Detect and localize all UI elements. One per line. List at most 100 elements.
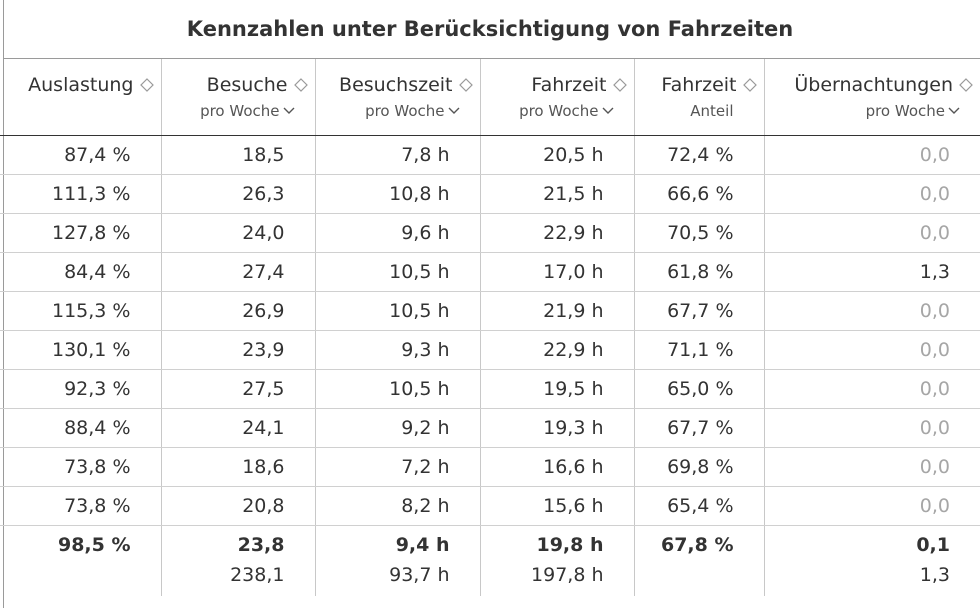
table-cell: 72,4 % — [634, 135, 765, 175]
kpi-table: Auslastung Besuche pro Woche Besuchszeit… — [0, 59, 980, 596]
table-cell: 0,0 — [764, 408, 980, 448]
table-cell: 67,7 % — [634, 408, 765, 448]
table-cell: 127,8 % — [0, 213, 162, 253]
table-row: 88,4 % 24,1 9,2 h 19,3 h 67,7 % 0,0 — [0, 408, 980, 448]
table-cell: 87,4 % — [0, 135, 162, 175]
dropdown-label: pro Woche — [519, 102, 599, 120]
chevron-down-icon — [448, 107, 460, 115]
table-cell: 18,5 — [161, 135, 316, 175]
table-cell: 65,4 % — [634, 486, 765, 526]
table-row: 92,3 % 27,5 10,5 h 19,5 h 65,0 % 0,0 — [0, 369, 980, 409]
table-cell: 20,5 h — [480, 135, 635, 175]
period-dropdown[interactable]: pro Woche — [316, 102, 480, 120]
period-dropdown[interactable]: pro Woche — [162, 102, 315, 120]
table-row: 84,4 % 27,4 10,5 h 17,0 h 61,8 % 1,3 — [0, 252, 980, 292]
table-cell: 22,9 h — [480, 213, 635, 253]
sort-diamond-icon[interactable] — [139, 77, 155, 93]
table-cell: 70,5 % — [634, 213, 765, 253]
table-cell: 9,3 h — [315, 330, 481, 370]
col-label: Übernachtungen — [794, 74, 953, 96]
table-cell: 73,8 % — [0, 486, 162, 526]
table-row: 73,8 % 18,6 7,2 h 16,6 h 69,8 % 0,0 — [0, 447, 980, 487]
table-cell: 10,5 h — [315, 369, 481, 409]
table-cell: 27,4 — [161, 252, 316, 292]
table-cell: 23,9 — [161, 330, 316, 370]
table-cell: 7,8 h — [315, 135, 481, 175]
table-cell: 67,7 % — [634, 291, 765, 331]
table-cell: 10,5 h — [315, 252, 481, 292]
average-value: 67,8 % — [660, 534, 734, 556]
table-cell: 71,1 % — [634, 330, 765, 370]
sort-diamond-icon[interactable] — [742, 77, 758, 93]
sort-diamond-icon[interactable] — [293, 77, 309, 93]
col-label: Auslastung — [28, 74, 134, 96]
table-cell: 17,0 h — [480, 252, 635, 292]
table-cell: 61,8 % — [634, 252, 765, 292]
header-row: Auslastung Besuche pro Woche Besuchszeit… — [0, 59, 980, 136]
sum-value: 1,3 — [919, 564, 950, 586]
col-header-fahrzeit[interactable]: Fahrzeit pro Woche — [480, 59, 635, 136]
table-cell: 19,5 h — [480, 369, 635, 409]
dropdown-label: pro Woche — [865, 102, 945, 120]
table-cell: 1,3 — [764, 252, 980, 292]
table-cell: 15,6 h — [480, 486, 635, 526]
col-header-uebernachtungen[interactable]: Übernachtungen pro Woche — [764, 59, 980, 136]
table-title: Kennzahlen unter Berücksichtigung von Fa… — [186, 17, 794, 41]
total-cell: 23,8 238,1 — [161, 525, 316, 596]
table-cell: 24,0 — [161, 213, 316, 253]
average-value: 98,5 % — [57, 534, 131, 556]
average-value: 9,4 h — [395, 534, 450, 556]
table-cell: 8,2 h — [315, 486, 481, 526]
total-cell: 19,8 h 197,8 h — [480, 525, 635, 596]
dropdown-label: pro Woche — [365, 102, 445, 120]
dropdown-label: pro Woche — [200, 102, 280, 120]
table-cell: 115,3 % — [0, 291, 162, 331]
table-cell: 0,0 — [764, 486, 980, 526]
sort-diamond-icon[interactable] — [458, 77, 474, 93]
chevron-down-icon — [602, 107, 614, 115]
table-cell: 0,0 — [764, 174, 980, 214]
table-cell: 111,3 % — [0, 174, 162, 214]
table-cell: 16,6 h — [480, 447, 635, 487]
table-cell: 19,3 h — [480, 408, 635, 448]
table-row: 130,1 % 23,9 9,3 h 22,9 h 71,1 % 0,0 — [0, 330, 980, 370]
table-cell: 24,1 — [161, 408, 316, 448]
table-cell: 26,9 — [161, 291, 316, 331]
table-cell: 10,8 h — [315, 174, 481, 214]
table-cell: 10,5 h — [315, 291, 481, 331]
sum-value: 238,1 — [230, 564, 285, 586]
table-cell: 84,4 % — [0, 252, 162, 292]
table-cell: 7,2 h — [315, 447, 481, 487]
col-header-auslastung[interactable]: Auslastung — [0, 59, 162, 136]
table-row: 73,8 % 20,8 8,2 h 15,6 h 65,4 % 0,0 — [0, 486, 980, 526]
period-dropdown[interactable]: pro Woche — [765, 102, 980, 120]
table-cell: 0,0 — [764, 135, 980, 175]
table-cell: 20,8 — [161, 486, 316, 526]
table-row: 111,3 % 26,3 10,8 h 21,5 h 66,6 % 0,0 — [0, 174, 980, 214]
table-cell: 9,2 h — [315, 408, 481, 448]
table-cell: 9,6 h — [315, 213, 481, 253]
table-cell: 73,8 % — [0, 447, 162, 487]
col-header-besuche[interactable]: Besuche pro Woche — [161, 59, 316, 136]
col-label: Fahrzeit — [531, 74, 607, 96]
period-dropdown[interactable]: pro Woche — [481, 102, 634, 120]
table-row: 115,3 % 26,9 10,5 h 21,9 h 67,7 % 0,0 — [0, 291, 980, 331]
sort-diamond-icon[interactable] — [612, 77, 628, 93]
average-value: 23,8 — [237, 534, 285, 556]
sum-value: 197,8 h — [531, 564, 604, 586]
title-row: Kennzahlen unter Berücksichtigung von Fa… — [4, 0, 980, 59]
table-cell: 66,6 % — [634, 174, 765, 214]
col-header-fahrzeit-anteil[interactable]: Fahrzeit Anteil — [634, 59, 765, 136]
table-cell: 0,0 — [764, 369, 980, 409]
table-cell: 18,6 — [161, 447, 316, 487]
totals-row: 98,5 % 23,8 238,1 9,4 h 93,7 h 19,8 h 197,8… — [0, 525, 980, 596]
table-cell: 65,0 % — [634, 369, 765, 409]
table-cell: 26,3 — [161, 174, 316, 214]
table-cell: 21,5 h — [480, 174, 635, 214]
table-cell: 0,0 — [764, 330, 980, 370]
table-row: 87,4 % 18,5 7,8 h 20,5 h 72,4 % 0,0 — [0, 135, 980, 175]
total-cell: 9,4 h 93,7 h — [315, 525, 481, 596]
sort-diamond-icon[interactable] — [958, 77, 974, 93]
col-header-besuchszeit[interactable]: Besuchszeit pro Woche — [315, 59, 481, 136]
table-row: 127,8 % 24,0 9,6 h 22,9 h 70,5 % 0,0 — [0, 213, 980, 253]
